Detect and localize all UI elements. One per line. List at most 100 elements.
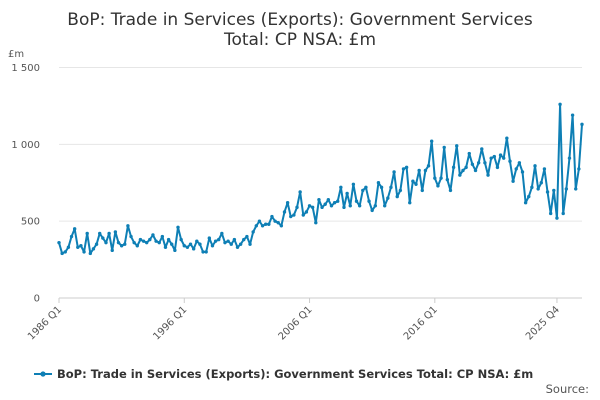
data-point[interactable] xyxy=(135,244,139,248)
data-point[interactable] xyxy=(307,204,312,208)
data-point[interactable] xyxy=(461,168,465,173)
data-point[interactable] xyxy=(220,231,224,236)
data-point[interactable] xyxy=(285,201,290,205)
data-point[interactable] xyxy=(379,185,384,190)
data-point[interactable] xyxy=(564,187,569,191)
legend[interactable]: BoP: Trade in Services (Exports): Govern… xyxy=(34,367,533,381)
data-point[interactable] xyxy=(530,185,534,190)
data-point[interactable] xyxy=(376,181,381,185)
data-point[interactable] xyxy=(198,242,202,246)
data-point[interactable] xyxy=(163,245,168,249)
data-point[interactable] xyxy=(433,176,437,180)
data-point[interactable] xyxy=(570,113,575,117)
data-point[interactable] xyxy=(577,167,581,171)
data-point[interactable] xyxy=(464,165,468,170)
data-point[interactable] xyxy=(414,182,418,186)
data-point[interactable] xyxy=(245,234,249,239)
data-point[interactable] xyxy=(408,201,412,205)
data-point[interactable] xyxy=(57,240,61,245)
data-point[interactable] xyxy=(445,177,450,182)
data-point[interactable] xyxy=(210,244,215,248)
data-point[interactable] xyxy=(292,213,296,217)
data-point[interactable] xyxy=(113,230,118,234)
data-point[interactable] xyxy=(191,247,196,251)
data-point[interactable] xyxy=(439,176,443,180)
data-point[interactable] xyxy=(426,164,431,168)
data-point[interactable] xyxy=(398,188,403,193)
data-point[interactable] xyxy=(72,227,77,231)
data-point[interactable] xyxy=(116,240,121,245)
data-point[interactable] xyxy=(207,236,212,240)
data-point[interactable] xyxy=(326,197,331,202)
data-point[interactable] xyxy=(98,231,102,236)
data-point[interactable] xyxy=(539,181,543,185)
data-point[interactable] xyxy=(223,240,227,245)
data-point[interactable] xyxy=(76,245,80,249)
data-point[interactable] xyxy=(502,156,506,160)
data-point[interactable] xyxy=(455,144,459,148)
data-point[interactable] xyxy=(254,224,258,228)
data-point[interactable] xyxy=(301,213,305,217)
data-point[interactable] xyxy=(173,248,177,253)
data-point[interactable] xyxy=(88,251,93,256)
data-point[interactable] xyxy=(336,199,340,203)
data-point[interactable] xyxy=(270,214,274,219)
data-point[interactable] xyxy=(348,204,352,208)
data-point[interactable] xyxy=(567,156,572,160)
data-point[interactable] xyxy=(289,214,293,219)
data-point[interactable] xyxy=(423,168,428,173)
data-point[interactable] xyxy=(523,201,528,205)
data-point[interactable] xyxy=(480,147,484,151)
data-point[interactable] xyxy=(429,139,434,143)
data-point[interactable] xyxy=(82,250,86,254)
data-point[interactable] xyxy=(339,185,343,190)
data-point[interactable] xyxy=(107,231,111,236)
data-point[interactable] xyxy=(364,185,368,190)
data-point[interactable] xyxy=(489,156,493,160)
data-point[interactable] xyxy=(536,187,540,191)
data-point[interactable] xyxy=(129,234,133,239)
data-point[interactable] xyxy=(370,208,374,213)
data-point[interactable] xyxy=(342,205,346,210)
data-point[interactable] xyxy=(451,165,456,170)
data-point[interactable] xyxy=(85,231,89,236)
data-point[interactable] xyxy=(69,234,74,239)
data-point[interactable] xyxy=(442,145,446,150)
data-point[interactable] xyxy=(404,165,409,170)
data-point[interactable] xyxy=(91,247,96,251)
data-point[interactable] xyxy=(217,237,221,242)
data-point[interactable] xyxy=(467,151,471,156)
data-point[interactable] xyxy=(304,210,309,214)
data-point[interactable] xyxy=(148,237,152,242)
data-point[interactable] xyxy=(329,204,334,208)
data-point[interactable] xyxy=(580,122,584,127)
data-point[interactable] xyxy=(298,190,302,194)
data-point[interactable] xyxy=(345,191,349,196)
data-point[interactable] xyxy=(101,236,105,240)
data-point[interactable] xyxy=(373,204,378,208)
data-point[interactable] xyxy=(132,240,136,245)
data-point[interactable] xyxy=(548,211,553,216)
data-point[interactable] xyxy=(154,239,158,243)
data-point[interactable] xyxy=(166,237,171,242)
data-point[interactable] xyxy=(320,205,324,210)
data-point[interactable] xyxy=(542,167,547,171)
data-point[interactable] xyxy=(361,188,365,193)
data-point[interactable] xyxy=(323,202,327,206)
data-point[interactable] xyxy=(383,204,387,208)
data-point[interactable] xyxy=(351,182,356,186)
data-point[interactable] xyxy=(476,161,481,165)
data-point[interactable] xyxy=(314,221,318,225)
data-point[interactable] xyxy=(561,211,565,216)
data-point[interactable] xyxy=(386,196,390,200)
data-point[interactable] xyxy=(495,165,500,170)
data-point[interactable] xyxy=(505,136,509,140)
data-point[interactable] xyxy=(104,240,108,245)
data-point[interactable] xyxy=(574,187,578,191)
data-point[interactable] xyxy=(310,205,315,210)
data-point[interactable] xyxy=(123,242,127,246)
data-point[interactable] xyxy=(119,244,124,248)
data-point[interactable] xyxy=(448,188,453,193)
data-point[interactable] xyxy=(60,251,64,256)
data-point[interactable] xyxy=(558,102,562,107)
